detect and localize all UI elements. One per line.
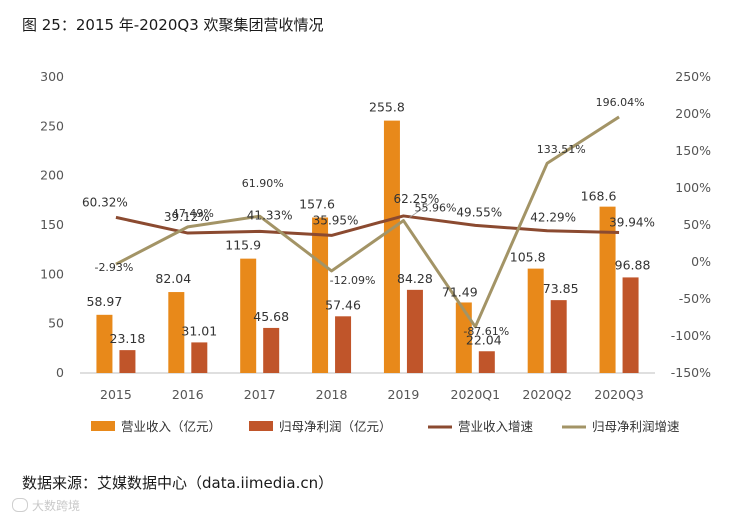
- bar-revenue: [168, 292, 185, 373]
- line-profit-growth-label: 47.49%: [172, 207, 214, 220]
- line-revenue-growth-label: 42.29%: [530, 211, 576, 225]
- bar-revenue-value-label: 115.9: [225, 238, 261, 253]
- bar-revenue: [599, 206, 616, 373]
- line-revenue-growth-label: 39.12%: [164, 210, 210, 224]
- x-tick-label: 2019: [388, 387, 420, 402]
- x-tick-label: 2017: [244, 387, 276, 402]
- bar-revenue-value-label: 105.8: [510, 250, 546, 265]
- y-right-tick-label: 50%: [683, 217, 711, 232]
- x-tick-label: 2016: [172, 387, 204, 402]
- line-revenue-growth-label: 35.95%: [313, 213, 359, 227]
- bar-profit-value-label: 84.28: [397, 271, 433, 286]
- line-profit-growth-label: 61.90%: [242, 177, 284, 190]
- bar-revenue: [96, 314, 113, 373]
- watermark: 大数跨境: [12, 497, 80, 514]
- y-right-tick-label: -50%: [679, 291, 711, 306]
- bar-revenue: [240, 258, 257, 373]
- x-tick-label: 2020Q2: [522, 387, 572, 402]
- line-revenue-growth: [115, 214, 620, 237]
- bar-profit-value-label: 45.68: [253, 309, 289, 324]
- legend-label: 归母净利润（亿元）: [279, 419, 392, 434]
- line-revenue-growth-label: 41.33%: [247, 208, 293, 222]
- bar-profit-value-label: 57.46: [325, 297, 361, 312]
- y-left-tick-label: 250: [40, 118, 64, 133]
- legend-label: 营业收入（亿元）: [121, 419, 221, 434]
- line-revenue-growth-label: 62.25%: [394, 192, 440, 206]
- bar-profit-value-label: 73.85: [543, 281, 579, 296]
- x-tick-label: 2018: [316, 387, 348, 402]
- bar-profit: [335, 316, 352, 373]
- y-right-tick-label: 250%: [675, 69, 711, 84]
- y-right-tick-label: 200%: [675, 106, 711, 121]
- bar-profit: [263, 327, 280, 373]
- bar-profit: [119, 350, 136, 373]
- figure-title: 图 25：2015 年-2020Q3 欢聚集团营收情况: [22, 16, 324, 34]
- line-profit-growth-label: 196.04%: [596, 96, 645, 109]
- y-left-tick-label: 50: [48, 316, 64, 331]
- source-text: 数据来源：艾媒数据中心（data.iimedia.cn）: [22, 474, 334, 492]
- x-tick-label: 2020Q1: [451, 387, 501, 402]
- line-revenue-growth-label: 39.94%: [609, 215, 655, 229]
- bar-profit: [478, 351, 495, 373]
- x-tick-label: 2015: [100, 387, 132, 402]
- y-left-tick-label: 200: [40, 168, 64, 183]
- line-profit-growth-label: 133.51%: [537, 143, 586, 156]
- legend-label: 归母净利润增速: [592, 419, 680, 434]
- x-tick-label: 2020Q3: [594, 387, 644, 402]
- bar-revenue: [383, 120, 400, 374]
- bar-revenue-value-label: 82.04: [155, 271, 191, 286]
- y-left-tick-label: 300: [40, 69, 64, 84]
- y-right-tick-label: 100%: [675, 180, 711, 195]
- bar-revenue-value-label: 71.49: [442, 284, 478, 299]
- legend-swatch: [249, 421, 273, 431]
- chart: 0 50 100 150 200 250 300 -150% -100% -50% 0% 50% 100…: [40, 69, 711, 434]
- bar-revenue: [312, 217, 329, 373]
- bar-profit: [622, 277, 639, 373]
- bar-revenue-value-label: 255.8: [369, 100, 405, 115]
- bar-revenue: [455, 302, 472, 373]
- bar-revenue-value-label: 58.97: [87, 294, 123, 309]
- line-profit-growth: [115, 115, 620, 329]
- line-profit-growth-label: -2.93%: [94, 261, 133, 274]
- y-left-tick-label: 0: [56, 365, 64, 380]
- y-right-tick-label: -150%: [671, 365, 711, 380]
- bar-revenue: [527, 268, 544, 373]
- y-right-tick-label: 0%: [691, 254, 711, 269]
- bar-profit-value-label: 22.04: [466, 332, 502, 347]
- legend-label: 营业收入增速: [458, 419, 534, 434]
- bar-revenue-value-label: 157.6: [299, 197, 335, 212]
- bar-profit: [550, 300, 567, 373]
- line-profit-growth-label: 55.96%: [414, 202, 456, 215]
- leader-line: [409, 202, 432, 218]
- bar-profit-value-label: 23.18: [110, 331, 146, 346]
- y-left-tick-label: 100: [40, 266, 64, 281]
- bar-profit: [191, 342, 208, 373]
- watermark-logo-icon: [12, 498, 28, 512]
- line-profit-growth-label: -87.61%: [463, 325, 509, 338]
- line-revenue-growth-label: 60.32%: [82, 195, 128, 209]
- bar-revenue-value-label: 168.6: [581, 189, 617, 204]
- legend-swatch: [91, 421, 115, 431]
- y-right-tick-label: 150%: [675, 143, 711, 158]
- line-profit-growth-label: -12.09%: [330, 274, 376, 287]
- bar-profit-value-label: 31.01: [181, 323, 217, 338]
- y-right-tick-label: -100%: [671, 328, 711, 343]
- line-revenue-growth-label: 49.55%: [456, 205, 502, 219]
- y-left-tick-label: 150: [40, 217, 64, 232]
- watermark-text: 大数跨境: [32, 499, 81, 513]
- bar-profit: [406, 289, 423, 373]
- bar-profit-value-label: 96.88: [615, 257, 651, 272]
